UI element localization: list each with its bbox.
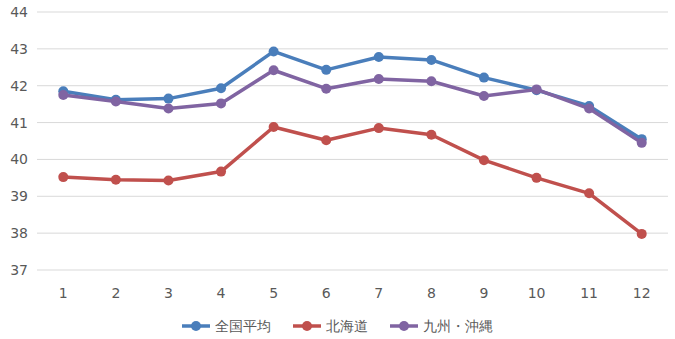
legend-marker [399, 321, 409, 331]
series-marker [269, 122, 279, 132]
series-marker [532, 85, 542, 95]
series-marker [426, 130, 436, 140]
series-marker [58, 172, 68, 182]
series-marker [637, 138, 647, 148]
series-marker [111, 175, 121, 185]
chart: 3738394041424344123456789101112全国平均北海道九州… [0, 0, 675, 339]
y-tick-label: 39 [10, 188, 28, 204]
series-marker [479, 91, 489, 101]
x-tick-label: 6 [322, 285, 331, 301]
x-tick-label: 2 [111, 285, 120, 301]
series-marker [269, 65, 279, 75]
series-marker [426, 55, 436, 65]
chart-container: 3738394041424344123456789101112全国平均北海道九州… [0, 0, 675, 339]
series-marker [269, 46, 279, 56]
series-marker [479, 73, 489, 83]
grid-line [37, 159, 668, 160]
series-marker [584, 188, 594, 198]
series-marker [374, 52, 384, 62]
series-marker [374, 74, 384, 84]
series-marker [58, 90, 68, 100]
plot-area [58, 46, 646, 238]
y-tick-label: 42 [10, 78, 28, 94]
series-marker [216, 83, 226, 93]
series-marker [374, 123, 384, 133]
grid-line [37, 12, 668, 13]
grid-line [37, 48, 668, 49]
x-tick-label: 4 [217, 285, 226, 301]
legend-marker [191, 321, 201, 331]
series-marker [584, 104, 594, 114]
x-tick-label: 11 [580, 285, 598, 301]
x-tick-label: 8 [427, 285, 436, 301]
y-tick-label: 38 [10, 225, 28, 241]
series-marker [532, 173, 542, 183]
series-marker [479, 155, 489, 165]
series-marker [163, 104, 173, 114]
legend-label: 全国平均 [215, 318, 271, 334]
y-tick-label: 41 [10, 115, 28, 131]
legend-item: 北海道 [293, 318, 368, 334]
series-line [63, 127, 641, 234]
legend-item: 全国平均 [182, 318, 271, 334]
grid-line [37, 122, 668, 123]
series-marker [321, 84, 331, 94]
legend-label: 北海道 [326, 318, 368, 334]
series-marker [426, 76, 436, 86]
series-marker [216, 98, 226, 108]
y-tick-label: 37 [10, 262, 28, 278]
legend-label: 九州・沖縄 [423, 318, 493, 334]
y-tick-label: 40 [10, 151, 28, 167]
series-marker [321, 135, 331, 145]
grid-line [37, 270, 668, 271]
x-tick-label: 12 [633, 285, 651, 301]
series-marker [163, 94, 173, 104]
series-marker [111, 97, 121, 107]
x-tick-label: 7 [374, 285, 383, 301]
series-line [63, 70, 641, 143]
x-tick-label: 10 [528, 285, 546, 301]
series-marker [163, 175, 173, 185]
x-tick-label: 1 [59, 285, 68, 301]
series-marker [532, 84, 542, 94]
series-marker [321, 65, 331, 75]
x-tick-label: 5 [269, 285, 278, 301]
series-marker [216, 167, 226, 177]
y-tick-label: 43 [10, 41, 28, 57]
legend-marker [302, 321, 312, 331]
series-marker [637, 229, 647, 239]
x-tick-label: 9 [479, 285, 488, 301]
legend: 全国平均 北海道 九州・沖縄 [182, 318, 493, 334]
y-tick-label: 44 [10, 4, 28, 20]
grid-line [37, 196, 668, 197]
grid-line [37, 233, 668, 234]
legend-item: 九州・沖縄 [390, 318, 493, 334]
x-tick-label: 3 [164, 285, 173, 301]
